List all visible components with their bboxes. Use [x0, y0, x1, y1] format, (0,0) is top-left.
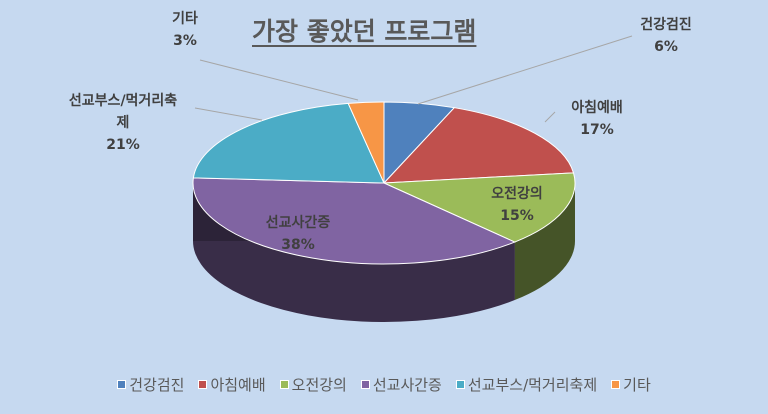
pie-side-2 — [514, 183, 575, 301]
legend-swatch — [279, 380, 289, 389]
legend-swatch — [611, 380, 621, 389]
legend-item: 건강검진 — [117, 374, 184, 395]
data-label-3: 선교사간증 38% — [265, 215, 331, 253]
legend-swatch — [117, 380, 127, 389]
pie-side-3 — [193, 183, 515, 323]
data-label-0: 건강검진 6% — [640, 17, 692, 55]
legend-label: 건강검진 — [129, 376, 185, 394]
legend-label: 아침예배 — [210, 376, 266, 394]
leader-line-3 — [194, 107, 263, 121]
legend-swatch — [455, 380, 465, 389]
legend-label: 선교사간증 — [372, 376, 442, 394]
pie-slice-3 — [192, 177, 517, 265]
legend-swatch — [198, 380, 208, 389]
legend: 건강검진 아침예배 오전강의 선교사간증 선교부스/먹거리축제 기타 — [0, 374, 768, 395]
legend-item: 선교사간증 — [360, 374, 442, 395]
data-label-2: 오전강의 15% — [491, 186, 543, 224]
data-label-1: 아침예배 17% — [571, 100, 623, 138]
legend-item: 아침예배 — [198, 374, 266, 395]
leader-line-0 — [417, 35, 633, 105]
legend-item: 오전강의 — [279, 374, 347, 395]
leader-line-1 — [544, 111, 556, 123]
chart-title: 가장 좋았던 프로그램 — [252, 17, 477, 46]
legend-label: 오전강의 — [291, 376, 347, 394]
data-label-5: 기타 3% — [172, 11, 198, 49]
legend-item: 선교부스/먹거리축제 — [455, 374, 598, 395]
pie-slice-2 — [383, 172, 576, 243]
data-label-4: 선교부스/먹거리축제 21% — [68, 93, 178, 153]
pie-slice-1 — [382, 107, 575, 184]
legend-label: 기타 — [623, 376, 651, 394]
pie-slice-5 — [347, 101, 385, 184]
pie-slice-4 — [192, 102, 385, 184]
legend-item: 기타 — [611, 374, 651, 395]
leader-line-2 — [199, 59, 359, 101]
legend-label: 선교부스/먹거리축제 — [467, 376, 598, 394]
legend-swatch — [360, 380, 370, 389]
